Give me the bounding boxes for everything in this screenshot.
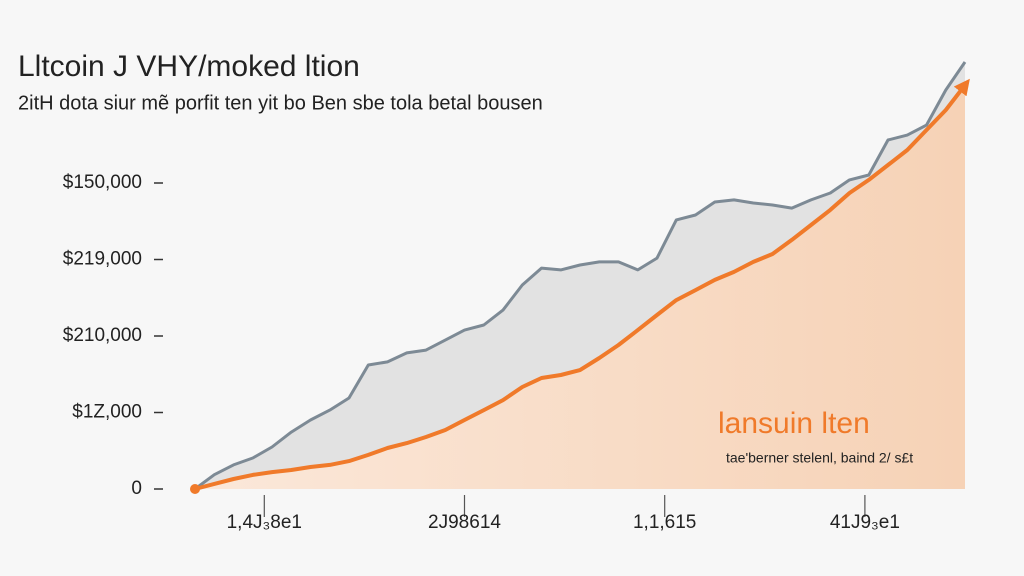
area bbox=[195, 85, 965, 489]
plot: 0 $1Z,000 $210,000 $219,000 $150,000 1,4J₃8e1… bbox=[63, 61, 970, 533]
x-tick-label: 1,1,615 bbox=[633, 512, 696, 533]
y-tick-label: $219,000 bbox=[63, 249, 142, 270]
x-tick-label: 1,4J₃8e1 bbox=[227, 512, 302, 533]
y-tick-label: $1Z,000 bbox=[72, 402, 142, 423]
areas bbox=[195, 62, 965, 489]
chart-subtitle: 2itH dota siur mẽ porfit ten yit bo Ben … bbox=[18, 92, 543, 114]
start-dot bbox=[190, 484, 200, 494]
series-line bbox=[194, 78, 970, 491]
series-line bbox=[194, 61, 967, 491]
y-tick-label: 0 bbox=[131, 478, 142, 499]
y-tick-label: $150,000 bbox=[63, 172, 142, 193]
y-tick-label: $210,000 bbox=[63, 325, 142, 346]
chart-title: Lltcoin J VHY/moked ltion bbox=[18, 50, 360, 83]
annotation: lansuin lten bbox=[718, 407, 870, 440]
x-tick-label: 41J9₃e1 bbox=[830, 512, 900, 533]
annotation-note: tae'berner stelenl, baind 2/ s£t bbox=[726, 450, 913, 466]
x-tick-label: 2J98614 bbox=[428, 512, 501, 533]
